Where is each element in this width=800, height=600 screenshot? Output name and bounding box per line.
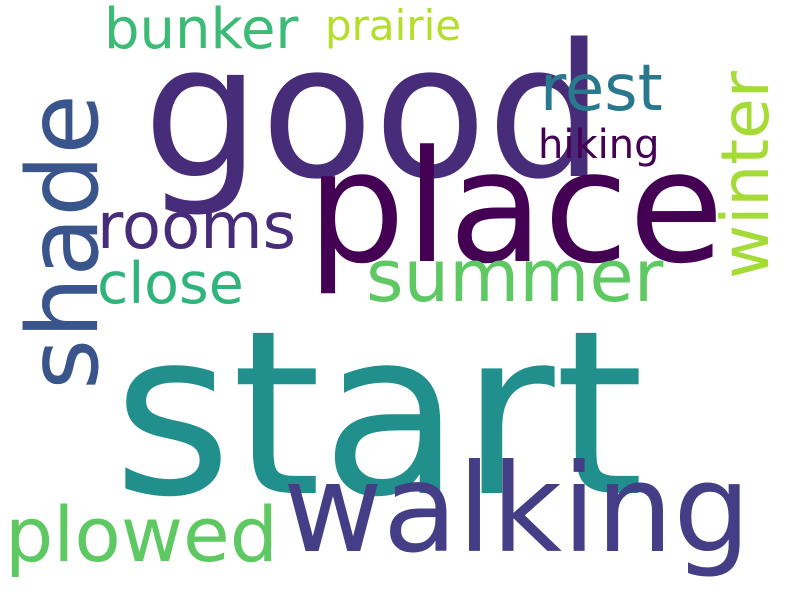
word-summer: summer: [366, 234, 664, 318]
word-hiking: hiking: [538, 122, 660, 168]
word-rooms: rooms: [97, 190, 296, 264]
word-rest: rest: [540, 52, 663, 126]
word-winter: winter: [707, 71, 784, 279]
word-place: place: [307, 117, 725, 298]
word-bunker: bunker: [104, 0, 299, 62]
word-walking: walking: [283, 438, 751, 580]
word-start: start: [113, 281, 645, 547]
word-good: good: [143, 4, 605, 220]
word-prairie: prairie: [325, 1, 462, 50]
word-plowed: plowed: [5, 490, 279, 579]
word-close: close: [97, 251, 244, 317]
